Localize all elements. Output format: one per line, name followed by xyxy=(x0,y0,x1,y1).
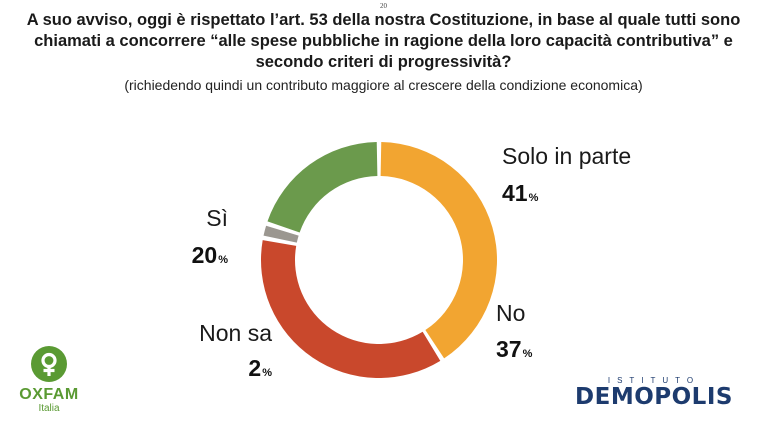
value-no: 37% xyxy=(496,336,533,362)
oxfam-mark-icon xyxy=(31,346,67,382)
label-si: Sì xyxy=(206,205,228,231)
oxfam-logo: OXFAM Italia xyxy=(18,345,80,415)
label-solo-in-parte: Solo in parte xyxy=(502,143,631,169)
slice-non-sa xyxy=(263,225,299,243)
slice-no xyxy=(261,240,441,378)
value-non-sa: 2% xyxy=(248,355,272,381)
slice-si xyxy=(267,142,378,233)
demopolis-sub: ISTITUTO xyxy=(607,376,701,385)
label-no: No xyxy=(496,300,525,326)
value-si: 20% xyxy=(192,242,229,268)
demopolis-logo: ISTITUTO DEMOPOLIS xyxy=(561,376,747,409)
demopolis-name: DEMOPOLIS xyxy=(575,384,733,410)
slice-solo-in-parte xyxy=(380,142,498,359)
value-solo-in-parte: 41% xyxy=(502,180,539,206)
chart-subtitle: (richiedendo quindi un contributo maggio… xyxy=(124,77,643,93)
chart-question: A suo avviso, oggi è rispettato l’art. 5… xyxy=(26,11,741,71)
oxfam-name: OXFAM xyxy=(19,386,79,403)
label-non-sa: Non sa xyxy=(199,320,272,346)
oxfam-sub: Italia xyxy=(38,403,60,414)
page-number: 20 xyxy=(380,2,387,10)
